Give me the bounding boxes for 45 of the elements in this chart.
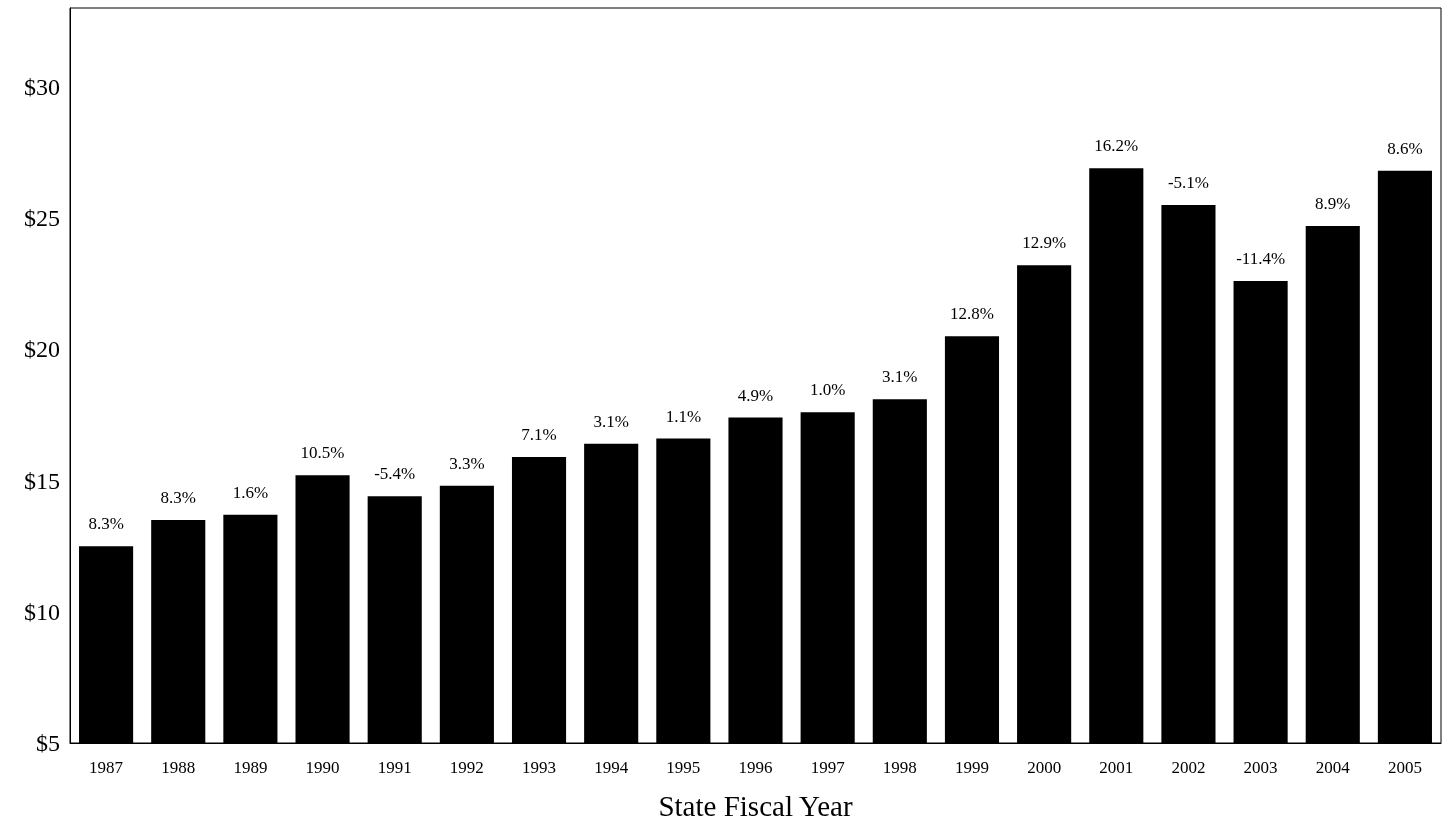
y-tick-label: $10 <box>24 598 60 625</box>
x-tick-label: 1989 <box>233 758 268 777</box>
x-tick-label: 1987 <box>89 758 124 777</box>
annotation: 3.1% <box>593 411 629 431</box>
y-tick-label: $5 <box>36 730 60 756</box>
annotation: 1.6% <box>232 482 269 502</box>
y-tick-label: $20 <box>24 336 60 363</box>
y-tick-label: $30 <box>24 73 60 100</box>
annotation: 3.3% <box>449 453 485 473</box>
x-tick-label: 1992 <box>449 758 484 777</box>
x-tick-label: 2001 <box>1099 758 1134 777</box>
annotation: 7.1% <box>521 424 557 444</box>
annotation: 10.5% <box>300 443 345 463</box>
annotation: 12.9% <box>1022 233 1067 253</box>
x-tick-label: 1998 <box>882 758 917 777</box>
annotation: 1.0% <box>809 380 846 400</box>
annotation: -5.4% <box>374 464 416 484</box>
x-tick-label: 1993 <box>522 758 557 777</box>
x-tick-label: 1991 <box>377 758 412 777</box>
x-tick-label: 2004 <box>1315 758 1351 777</box>
x-tick-label: 1990 <box>305 758 340 777</box>
annotation: 3.1% <box>882 367 918 387</box>
annotation: 8.9% <box>1315 193 1351 213</box>
x-tick-label: 1988 <box>161 758 196 777</box>
annotation: 16.2% <box>1094 136 1139 156</box>
annotation: 8.3% <box>160 487 196 507</box>
x-tick-label: 2003 <box>1243 758 1278 777</box>
x-tick-label: 2000 <box>1027 758 1062 777</box>
y-tick-label: $15 <box>24 467 60 494</box>
x-tick-label: 1994 <box>594 758 629 777</box>
annotation: 8.6% <box>1387 138 1423 158</box>
x-tick-label: 2002 <box>1171 758 1206 777</box>
x-tick-label: 1996 <box>738 758 773 777</box>
x-tick-label: 1997 <box>810 758 846 777</box>
annotation: 1.1% <box>665 406 702 426</box>
annotation: 8.3% <box>88 514 124 534</box>
x-tick-label: 1999 <box>954 758 989 777</box>
annotation: -11.4% <box>1236 249 1286 268</box>
x-tick-label: 2005 <box>1387 758 1422 777</box>
annotation: 4.9% <box>737 385 774 405</box>
y-tick-label: $25 <box>24 205 60 231</box>
annotation: 12.8% <box>950 304 994 324</box>
annotation: -5.1% <box>1167 172 1209 192</box>
x-tick-label: 1995 <box>666 758 701 777</box>
x-axis-title: State Fiscal Year <box>658 789 853 822</box>
